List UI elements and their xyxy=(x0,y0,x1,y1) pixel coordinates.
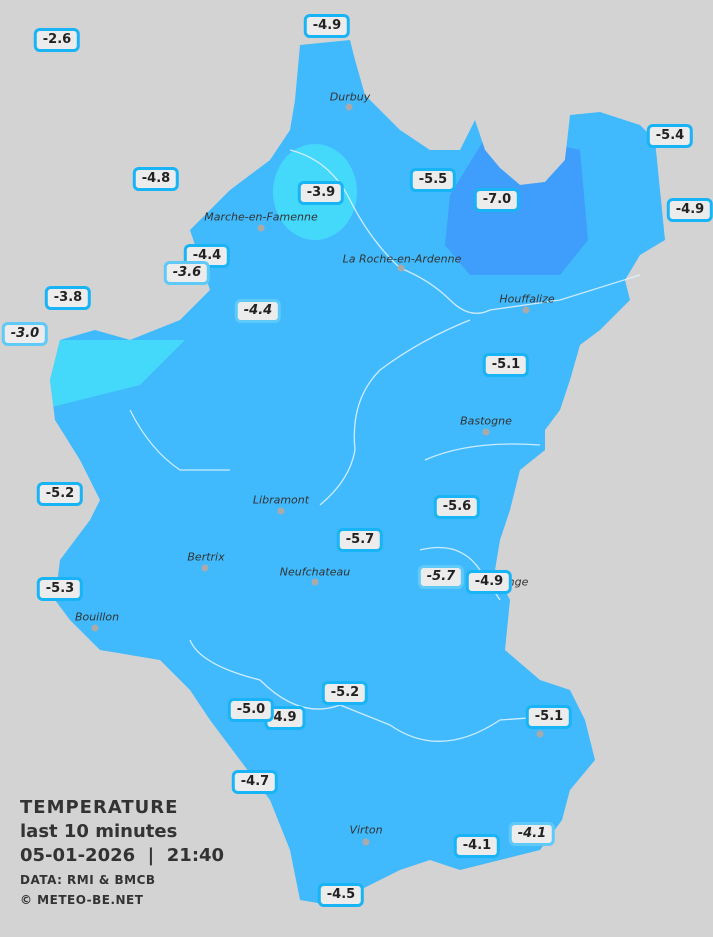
temperature-reading[interactable]: -4.8 xyxy=(132,167,180,191)
city-dot xyxy=(91,624,99,632)
temperature-reading[interactable]: -5.3 xyxy=(36,577,84,601)
temperature-reading[interactable]: -5.2 xyxy=(321,681,369,705)
temperature-reading[interactable]: -5.1 xyxy=(525,705,573,729)
legend-copyright: © METEO-BE.NET xyxy=(20,893,144,907)
city-label: Marche-en-Famenne xyxy=(204,210,318,224)
temperature-reading[interactable]: -3.9 xyxy=(297,181,345,205)
legend-period: last 10 minutes xyxy=(20,821,178,842)
map-legend: TEMPERATURE last 10 minutes 05-01-2026 |… xyxy=(20,796,224,910)
city-dot xyxy=(522,306,530,314)
city-label: Bastogne xyxy=(460,414,512,428)
temperature-reading[interactable]: -4.4 xyxy=(234,299,282,323)
temperature-reading[interactable]: -5.7 xyxy=(417,565,465,589)
legend-title: TEMPERATURE xyxy=(20,797,179,818)
city-dot xyxy=(277,507,285,515)
warm-zone xyxy=(50,340,185,410)
city-label: Bouillon xyxy=(74,610,120,624)
temperature-reading[interactable]: -4.7 xyxy=(231,770,279,794)
city-dot xyxy=(345,103,353,111)
temperature-reading[interactable]: -4.9 xyxy=(465,570,513,594)
temperature-reading[interactable]: -4.5 xyxy=(317,883,365,907)
temperature-reading[interactable]: -5.6 xyxy=(433,495,481,519)
city-label: Neufchateau xyxy=(279,565,351,579)
temperature-reading[interactable]: -5.5 xyxy=(409,168,457,192)
city-dot xyxy=(536,730,544,738)
temperature-reading[interactable]: -3.6 xyxy=(163,261,211,285)
temperature-reading[interactable]: -5.4 xyxy=(646,124,694,148)
city-label: Bertrix xyxy=(187,550,225,564)
temperature-reading[interactable]: -2.6 xyxy=(33,28,81,52)
temperature-reading[interactable]: -5.0 xyxy=(227,698,275,722)
temperature-reading[interactable]: -3.0 xyxy=(1,322,49,346)
temperature-reading[interactable]: -4.1 xyxy=(453,834,501,858)
city-dot xyxy=(201,564,209,572)
city-label: Virton xyxy=(349,823,383,837)
temperature-reading[interactable]: -5.1 xyxy=(482,353,530,377)
temperature-reading[interactable]: -4.9 xyxy=(303,14,351,38)
temperature-reading[interactable]: -5.2 xyxy=(36,482,84,506)
temperature-reading[interactable]: -4.1 xyxy=(508,822,556,846)
city-dot xyxy=(257,224,265,232)
temperature-reading[interactable]: -7.0 xyxy=(473,188,521,212)
city-label: nge xyxy=(507,575,529,589)
legend-source: DATA: RMI & BMCB xyxy=(20,873,156,887)
city-label: Libramont xyxy=(252,493,310,507)
legend-datetime: 05-01-2026 | 21:40 xyxy=(20,845,225,866)
city-label: Houffalize xyxy=(499,292,555,306)
city-label: La Roche-en-Ardenne xyxy=(342,252,462,266)
city-dot xyxy=(482,428,490,436)
city-dot xyxy=(362,838,370,846)
city-dot xyxy=(397,264,405,272)
city-dot xyxy=(311,578,319,586)
temperature-reading[interactable]: -4.9 xyxy=(666,198,713,222)
city-label: Durbuy xyxy=(329,90,371,104)
temperature-reading[interactable]: -3.8 xyxy=(44,286,92,310)
temperature-reading[interactable]: -5.7 xyxy=(336,528,384,552)
